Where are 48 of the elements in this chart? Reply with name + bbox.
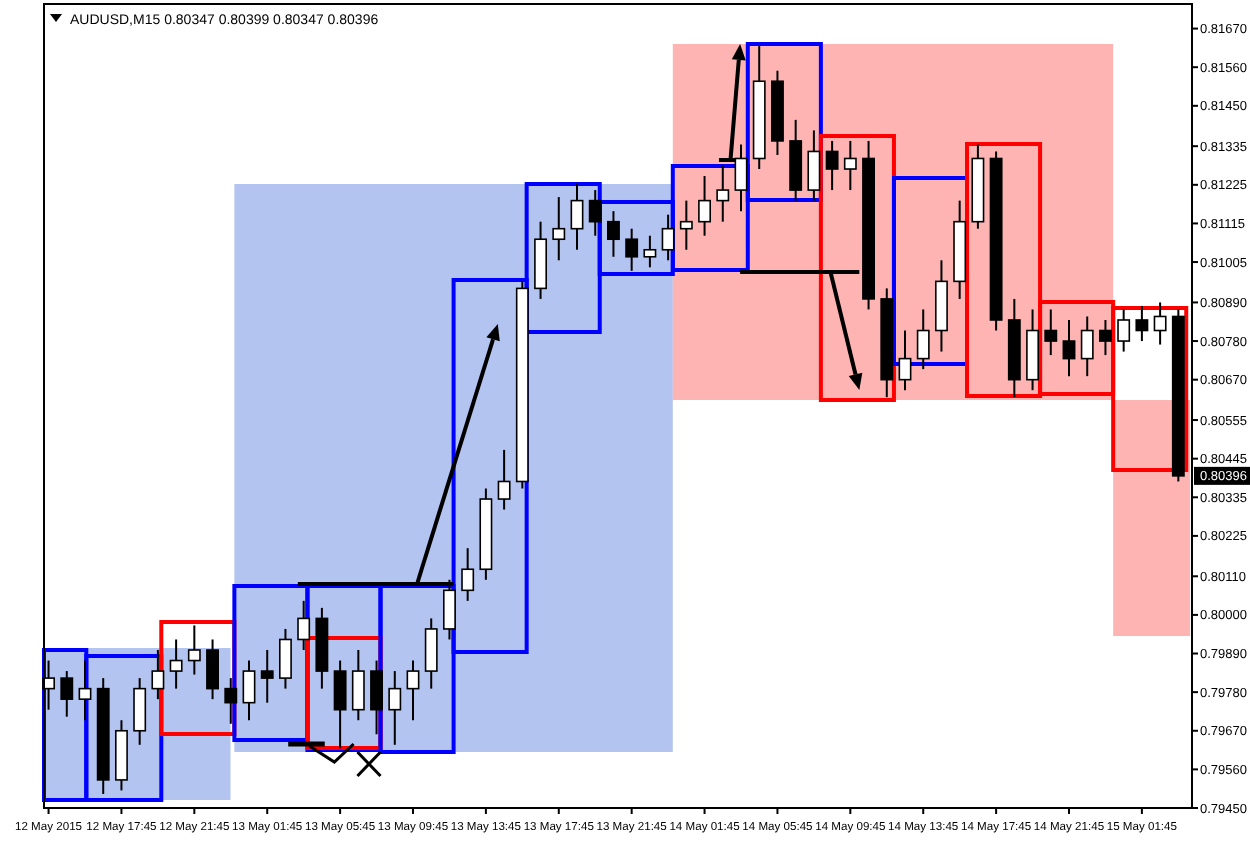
candlestick xyxy=(898,329,912,392)
candlestick xyxy=(807,129,821,202)
candlestick xyxy=(1044,308,1058,357)
candlestick xyxy=(206,638,219,701)
candlestick xyxy=(1080,315,1094,378)
candlestick xyxy=(989,150,1003,332)
candlestick xyxy=(552,196,566,262)
candlestick xyxy=(96,677,110,795)
candlestick xyxy=(1007,297,1021,399)
candlestick xyxy=(971,143,985,230)
candlestick xyxy=(1135,304,1149,343)
candlestick xyxy=(698,175,711,237)
candlestick xyxy=(424,617,438,690)
candlestick xyxy=(570,182,584,251)
candlestick xyxy=(1026,308,1039,392)
candlestick xyxy=(843,139,857,192)
candlestick xyxy=(789,118,803,202)
candlestick xyxy=(260,649,274,704)
candlestick xyxy=(588,189,602,237)
candlestick xyxy=(151,649,165,701)
candlestick xyxy=(78,659,92,722)
candlestick xyxy=(224,677,238,725)
candlestick xyxy=(679,199,693,251)
candlestick xyxy=(534,220,547,300)
candlestick xyxy=(351,649,365,722)
candlestick xyxy=(734,143,748,213)
candlestick xyxy=(315,606,329,690)
candlestick xyxy=(1117,308,1131,353)
candlestick xyxy=(953,199,967,300)
candlestick xyxy=(297,599,311,652)
candlestick xyxy=(935,259,948,353)
candlestick xyxy=(916,308,930,371)
candlestick xyxy=(1153,301,1167,346)
candlestick xyxy=(133,677,147,746)
candlestick xyxy=(497,448,511,511)
candlestick xyxy=(825,139,839,192)
candlestick xyxy=(752,45,766,171)
candlestick xyxy=(169,638,183,690)
candlestick xyxy=(716,164,730,223)
candlestick xyxy=(515,280,529,490)
candlestick xyxy=(187,624,201,676)
candlestick xyxy=(607,210,620,258)
candlestick xyxy=(880,287,894,399)
candlestick xyxy=(279,627,292,690)
candlestick xyxy=(1062,318,1076,378)
candlestick xyxy=(1099,318,1112,357)
candlestick xyxy=(388,670,402,746)
candlestick xyxy=(461,547,475,602)
